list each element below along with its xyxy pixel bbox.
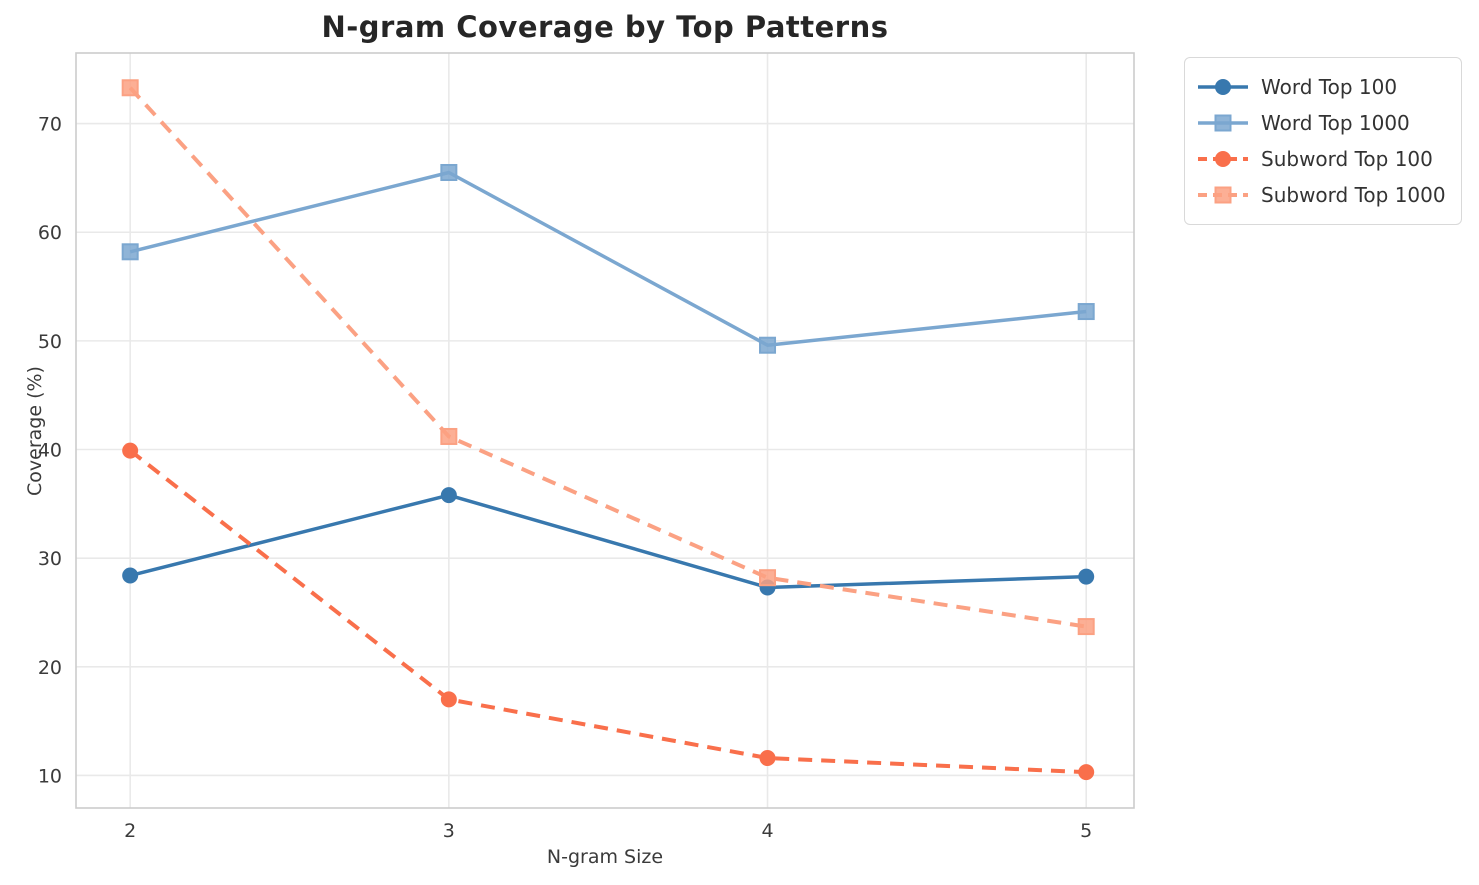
legend-swatch-circle-icon xyxy=(1198,151,1248,167)
series-line-subword-top-100 xyxy=(128,449,1087,775)
data-point-word-top-100 xyxy=(122,567,139,584)
legend-swatch-circle-icon xyxy=(1198,79,1248,95)
data-point-word-top-1000 xyxy=(1077,303,1095,321)
y-tick-label: 50 xyxy=(38,331,62,353)
legend-label: Subword Top 1000 xyxy=(1261,183,1446,207)
data-point-word-top-1000 xyxy=(759,336,777,354)
series-line-word-top-1000 xyxy=(129,170,1087,347)
series-line-subword-top-1000 xyxy=(128,86,1087,629)
data-point-subword-top-1000 xyxy=(1077,618,1095,636)
legend-item: Subword Top 100 xyxy=(1197,141,1445,177)
data-point-subword-top-100 xyxy=(1078,764,1095,781)
legend-item: Subword Top 1000 xyxy=(1197,177,1446,213)
y-axis-label: Coverage (%) xyxy=(24,366,46,496)
data-point-subword-top-100 xyxy=(122,442,139,459)
plot-border xyxy=(75,52,1135,809)
data-point-subword-top-1000 xyxy=(759,569,777,587)
legend: Word Top 100 Word Top 1000 Subword Top 100… xyxy=(1184,57,1462,225)
data-point-word-top-1000 xyxy=(121,243,139,261)
x-axis-label: N-gram Size xyxy=(546,846,664,868)
y-tick-label: 10 xyxy=(38,765,62,787)
legend-label: Subword Top 100 xyxy=(1261,147,1433,171)
data-point-word-top-100 xyxy=(1078,568,1095,585)
y-tick-label: 40 xyxy=(38,440,62,462)
legend-item: Word Top 1000 xyxy=(1197,105,1445,141)
y-tick-label: 60 xyxy=(38,222,62,244)
y-tick-label: 70 xyxy=(38,114,62,136)
x-tick-label: 3 xyxy=(443,820,455,842)
legend-label: Word Top 100 xyxy=(1261,75,1398,99)
legend-item: Word Top 100 xyxy=(1197,69,1445,105)
series-line-word-top-100 xyxy=(129,493,1087,590)
x-tick-label: 2 xyxy=(124,820,136,842)
data-point-word-top-1000 xyxy=(440,163,458,181)
legend-swatch-square-icon xyxy=(1198,114,1248,132)
data-point-subword-top-1000 xyxy=(440,427,458,445)
y-tick-label: 20 xyxy=(38,657,62,679)
x-tick-label: 4 xyxy=(761,820,773,842)
data-point-subword-top-1000 xyxy=(121,79,139,97)
data-point-subword-top-100 xyxy=(440,691,457,708)
data-point-word-top-100 xyxy=(440,487,457,504)
data-point-subword-top-100 xyxy=(759,750,776,767)
x-tick-label: 5 xyxy=(1080,820,1092,842)
legend-label: Word Top 1000 xyxy=(1261,111,1410,135)
y-tick-label: 30 xyxy=(38,548,62,570)
legend-swatch-square-icon xyxy=(1198,186,1248,204)
chart-title: N-gram Coverage by Top Patterns xyxy=(321,10,889,44)
